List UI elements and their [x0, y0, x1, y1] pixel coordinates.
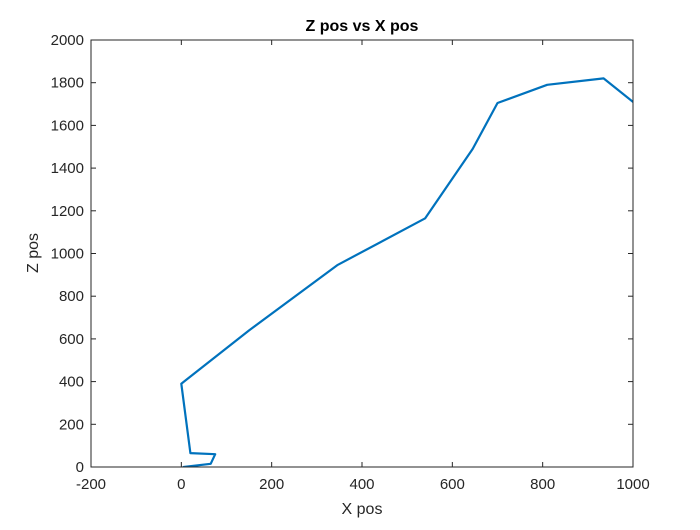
y-tick-label: 200 — [59, 416, 84, 433]
axes-box — [90, 39, 634, 468]
x-axis-label: X pos — [342, 501, 383, 518]
y-tick-label: 1000 — [51, 246, 84, 263]
y-tick-label: 1800 — [51, 75, 84, 92]
y-tick-label: 400 — [59, 374, 84, 391]
y-tick-label: 600 — [59, 331, 84, 348]
y-tick-label: 1400 — [51, 160, 84, 177]
x-tick-label: 0 — [177, 476, 185, 493]
x-tick-label: 600 — [440, 476, 465, 493]
ticks-layer: -200 0 200 400 600 800 10000200400600800100012… — [51, 32, 650, 493]
series-layer — [180, 77, 633, 467]
y-tick-label: 2000 — [51, 32, 84, 49]
y-tick-label: 800 — [59, 288, 84, 305]
x-tick-label: 200 — [259, 476, 284, 493]
chart-title: Z pos vs X pos — [306, 18, 419, 35]
x-tick-label: -200 — [76, 476, 106, 493]
x-tick-label: 1000 — [616, 476, 649, 493]
y-tick-label: 1600 — [51, 117, 84, 134]
x-tick-label: 400 — [349, 476, 374, 493]
y-tick-label: 0 — [76, 459, 84, 476]
plot-area — [91, 40, 633, 467]
y-axis-label: Z pos — [25, 233, 42, 273]
y-tick-label: 1200 — [51, 203, 84, 220]
series-line — [180, 77, 633, 467]
x-tick-label: 800 — [530, 476, 555, 493]
